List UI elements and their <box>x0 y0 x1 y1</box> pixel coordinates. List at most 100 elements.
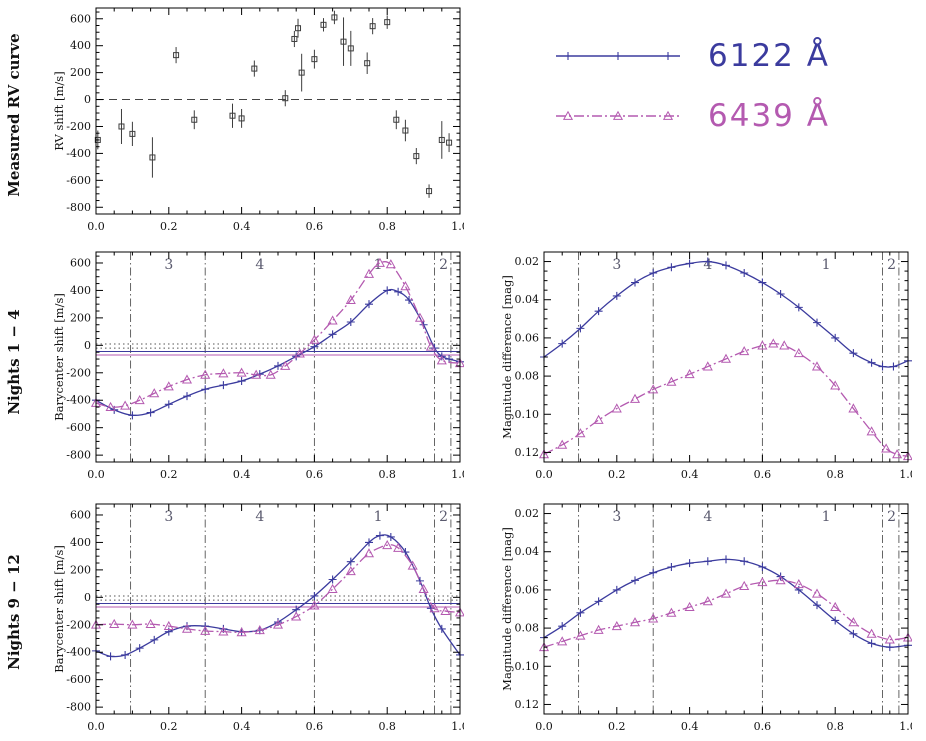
svg-text:Magnitude difference [mag]: Magnitude difference [mag] <box>500 527 514 691</box>
svg-text:1.0: 1.0 <box>451 468 464 481</box>
svg-text:0.6: 0.6 <box>306 220 324 233</box>
svg-text:Barycenter shift [m/s]: Barycenter shift [m/s] <box>52 545 66 673</box>
row-label-nights-9-12: Nights 9 − 12 <box>5 554 23 670</box>
svg-text:0.08: 0.08 <box>515 370 540 383</box>
svg-text:0.6: 0.6 <box>306 468 324 481</box>
svg-text:0.6: 0.6 <box>306 720 324 733</box>
legend-item-6439: 6439 Å <box>552 96 830 136</box>
svg-text:400: 400 <box>70 39 91 52</box>
row-label-measured-rv: Measured RV curve <box>5 33 23 197</box>
svg-text:Magnitude difference [mag]: Magnitude difference [mag] <box>500 275 514 439</box>
legend-line-6122-icon <box>556 52 680 60</box>
svg-text:0.06: 0.06 <box>515 331 540 344</box>
svg-text:-600: -600 <box>66 174 91 187</box>
svg-text:1: 1 <box>374 257 383 273</box>
svg-text:200: 200 <box>70 311 91 324</box>
svg-text:0.04: 0.04 <box>515 293 540 306</box>
legend-label-6122: 6122 Å <box>708 38 830 74</box>
svg-text:-800: -800 <box>66 449 91 462</box>
svg-text:2: 2 <box>887 257 896 273</box>
chart-magnitude-nights-1-4: 34120.00.20.40.60.81.00.020.040.060.080.… <box>500 251 912 481</box>
svg-text:-400: -400 <box>66 147 91 160</box>
svg-text:-800: -800 <box>66 701 91 714</box>
legend: 6122 Å 6439 Å <box>552 36 830 156</box>
svg-text:0.4: 0.4 <box>681 720 699 733</box>
svg-text:1.0: 1.0 <box>899 468 912 481</box>
svg-text:0.0: 0.0 <box>535 468 553 481</box>
svg-text:4: 4 <box>703 509 712 525</box>
svg-text:0.4: 0.4 <box>233 220 251 233</box>
svg-text:-200: -200 <box>66 120 91 133</box>
svg-text:0.6: 0.6 <box>754 468 772 481</box>
svg-text:2: 2 <box>887 509 896 525</box>
svg-text:2: 2 <box>439 257 448 273</box>
row-label-nights-1-4: Nights 1 − 4 <box>5 309 23 415</box>
svg-text:4: 4 <box>255 257 264 273</box>
svg-text:-200: -200 <box>66 366 91 379</box>
svg-text:0.08: 0.08 <box>515 622 540 635</box>
svg-text:0.0: 0.0 <box>87 220 105 233</box>
svg-text:0.4: 0.4 <box>233 720 251 733</box>
svg-text:0: 0 <box>84 591 91 604</box>
svg-text:3: 3 <box>612 509 621 525</box>
svg-text:-800: -800 <box>66 201 91 214</box>
svg-text:0: 0 <box>84 339 91 352</box>
svg-text:0.2: 0.2 <box>608 468 626 481</box>
svg-text:0.8: 0.8 <box>378 468 396 481</box>
svg-text:3: 3 <box>164 509 173 525</box>
svg-text:0.0: 0.0 <box>87 720 105 733</box>
chart-barycenter-nights-1-4: 3 4 1 2 0.0 0.2 0.4 0.6 0.8 1.0 600 400 200 0 -200 -400… <box>52 251 464 481</box>
svg-text:0.8: 0.8 <box>826 468 844 481</box>
svg-text:0.2: 0.2 <box>160 720 178 733</box>
svg-text:0.4: 0.4 <box>233 468 251 481</box>
svg-text:1.0: 1.0 <box>451 220 464 233</box>
svg-text:-400: -400 <box>66 394 91 407</box>
svg-text:0.12: 0.12 <box>515 446 540 459</box>
svg-text:0.0: 0.0 <box>535 720 553 733</box>
svg-text:600: 600 <box>70 256 91 269</box>
svg-text:1: 1 <box>822 509 831 525</box>
svg-text:0.2: 0.2 <box>608 720 626 733</box>
svg-text:0.02: 0.02 <box>515 255 540 268</box>
svg-text:400: 400 <box>70 536 91 549</box>
svg-text:0.10: 0.10 <box>515 660 540 673</box>
svg-text:-600: -600 <box>66 421 91 434</box>
svg-text:0.6: 0.6 <box>754 720 772 733</box>
svg-text:0: 0 <box>84 93 91 106</box>
chart-measured-rv-curve: 0.0 0.2 0.4 0.6 0.8 1.0 600 400 200 0 -200 -400 -600… <box>52 7 464 233</box>
legend-label-6439: 6439 Å <box>708 98 830 134</box>
svg-text:1.0: 1.0 <box>451 720 464 733</box>
svg-text:1: 1 <box>374 509 383 525</box>
svg-text:0.06: 0.06 <box>515 583 540 596</box>
svg-text:2: 2 <box>439 509 448 525</box>
svg-text:0.8: 0.8 <box>826 720 844 733</box>
svg-text:0.2: 0.2 <box>160 220 178 233</box>
svg-text:-200: -200 <box>66 618 91 631</box>
svg-text:0.04: 0.04 <box>515 545 540 558</box>
svg-text:600: 600 <box>70 12 91 25</box>
svg-text:3: 3 <box>164 257 173 273</box>
svg-text:4: 4 <box>255 509 264 525</box>
svg-text:400: 400 <box>70 284 91 297</box>
svg-text:0.02: 0.02 <box>515 507 540 520</box>
svg-text:600: 600 <box>70 508 91 521</box>
svg-text:0.8: 0.8 <box>378 720 396 733</box>
svg-text:-400: -400 <box>66 646 91 659</box>
svg-text:-600: -600 <box>66 673 91 686</box>
svg-text:0.4: 0.4 <box>681 468 699 481</box>
svg-text:0.0: 0.0 <box>87 468 105 481</box>
legend-line-6439-icon <box>556 110 680 120</box>
svg-text:200: 200 <box>70 66 91 79</box>
chart-magnitude-nights-9-12: 3 4 1 2 0.0 0.2 0.4 0.6 0.8 1.0 0.02 0.04 0.06 0.08 0.… <box>500 503 912 733</box>
svg-text:1.0: 1.0 <box>899 720 912 733</box>
svg-text:0.12: 0.12 <box>515 698 540 711</box>
svg-text:0.2: 0.2 <box>160 468 178 481</box>
svg-text:Barycenter shift [m/s]: Barycenter shift [m/s] <box>52 293 66 421</box>
svg-text:RV shift [m/s]: RV shift [m/s] <box>52 71 66 150</box>
svg-text:200: 200 <box>70 563 91 576</box>
svg-text:0.10: 0.10 <box>515 408 540 421</box>
svg-text:1: 1 <box>822 257 831 273</box>
svg-text:3: 3 <box>612 257 621 273</box>
svg-text:0.8: 0.8 <box>378 220 396 233</box>
